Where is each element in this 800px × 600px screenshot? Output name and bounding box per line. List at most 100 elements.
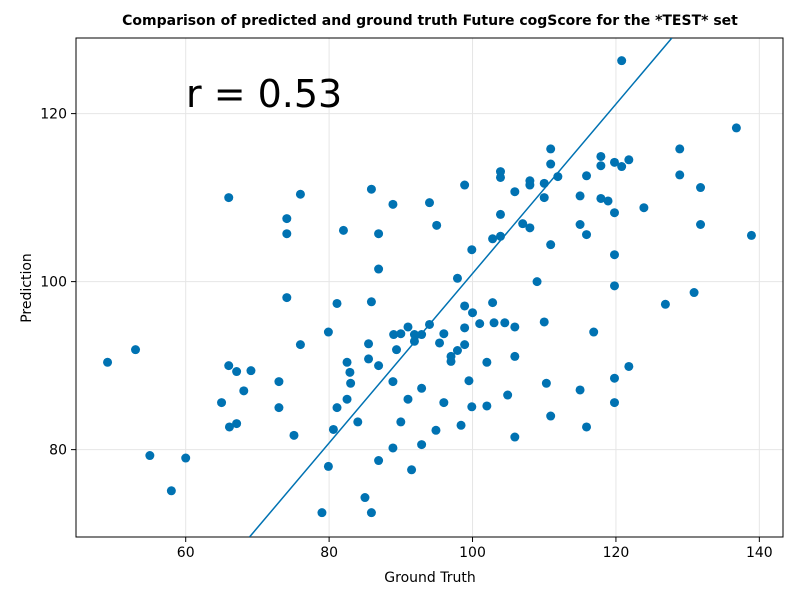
point: [439, 329, 449, 339]
point: [482, 357, 492, 367]
x-axis-label: Ground Truth: [384, 570, 475, 586]
point: [495, 209, 505, 219]
point: [488, 234, 498, 244]
point: [539, 178, 549, 188]
point: [366, 184, 376, 194]
point: [328, 424, 338, 434]
point: [289, 430, 299, 440]
point: [488, 298, 498, 308]
point: [224, 193, 234, 203]
point: [624, 155, 634, 165]
point: [103, 357, 113, 367]
point: [609, 398, 619, 408]
point: [131, 345, 141, 355]
point: [282, 229, 292, 239]
point: [425, 198, 434, 208]
point: [460, 180, 470, 190]
point: [582, 171, 592, 181]
point: [388, 199, 398, 209]
point: [503, 390, 513, 400]
point: [396, 329, 406, 339]
fit-line: [248, 38, 673, 537]
annotation: r = 0.53: [186, 72, 342, 116]
point: [546, 240, 556, 250]
point: [532, 277, 542, 287]
point: [342, 357, 352, 367]
point: [609, 208, 619, 218]
point: [609, 281, 619, 291]
point: [446, 356, 456, 366]
point: [675, 170, 685, 180]
point: [388, 443, 398, 453]
point: [609, 250, 619, 260]
point: [467, 245, 477, 255]
point: [295, 189, 305, 199]
point: [575, 191, 585, 201]
point: [417, 383, 427, 393]
point: [482, 401, 492, 411]
point: [409, 330, 419, 340]
point: [332, 298, 342, 308]
point: [546, 411, 556, 421]
point: [317, 508, 327, 518]
point: [246, 366, 256, 376]
point: [346, 378, 356, 388]
plot-frame: [75, 37, 784, 538]
point: [495, 172, 505, 182]
point: [582, 422, 592, 432]
point: [217, 398, 227, 408]
point: [609, 157, 619, 167]
point: [439, 398, 449, 408]
point: [589, 327, 599, 337]
point: [468, 308, 478, 318]
point: [539, 193, 549, 203]
point: [460, 301, 470, 311]
point: [460, 340, 470, 350]
point: [575, 385, 585, 395]
point: [575, 219, 585, 229]
point: [460, 323, 470, 333]
point: [696, 183, 706, 193]
point: [239, 386, 249, 396]
point: [546, 159, 556, 169]
point: [366, 508, 376, 518]
point: [282, 214, 292, 224]
point: [364, 339, 374, 349]
point: [617, 162, 627, 172]
point: [435, 338, 445, 348]
point: [539, 317, 549, 327]
point: [396, 417, 406, 427]
point: [510, 351, 520, 361]
point: [366, 297, 376, 307]
point: [392, 345, 402, 355]
point: [489, 318, 499, 328]
point: [660, 299, 670, 309]
point: [353, 417, 363, 427]
point: [432, 220, 442, 230]
point: [746, 230, 756, 240]
point: [417, 440, 427, 450]
point: [181, 453, 191, 463]
point: [500, 318, 510, 328]
point: [475, 319, 485, 329]
point: [224, 422, 234, 432]
point: [224, 361, 234, 371]
point: [510, 187, 520, 197]
point: [374, 264, 384, 274]
point: [295, 340, 305, 350]
x-tick-label: 80: [320, 545, 338, 561]
point: [374, 361, 384, 371]
point: [467, 402, 477, 412]
point: [166, 486, 176, 496]
point: [525, 223, 535, 233]
point: [731, 123, 741, 133]
point: [232, 419, 242, 429]
point: [389, 330, 399, 340]
point: [388, 377, 398, 387]
point: [689, 288, 699, 298]
point: [364, 354, 374, 364]
x-tick-label: 100: [459, 545, 486, 561]
point: [145, 451, 155, 461]
point: [603, 196, 613, 206]
